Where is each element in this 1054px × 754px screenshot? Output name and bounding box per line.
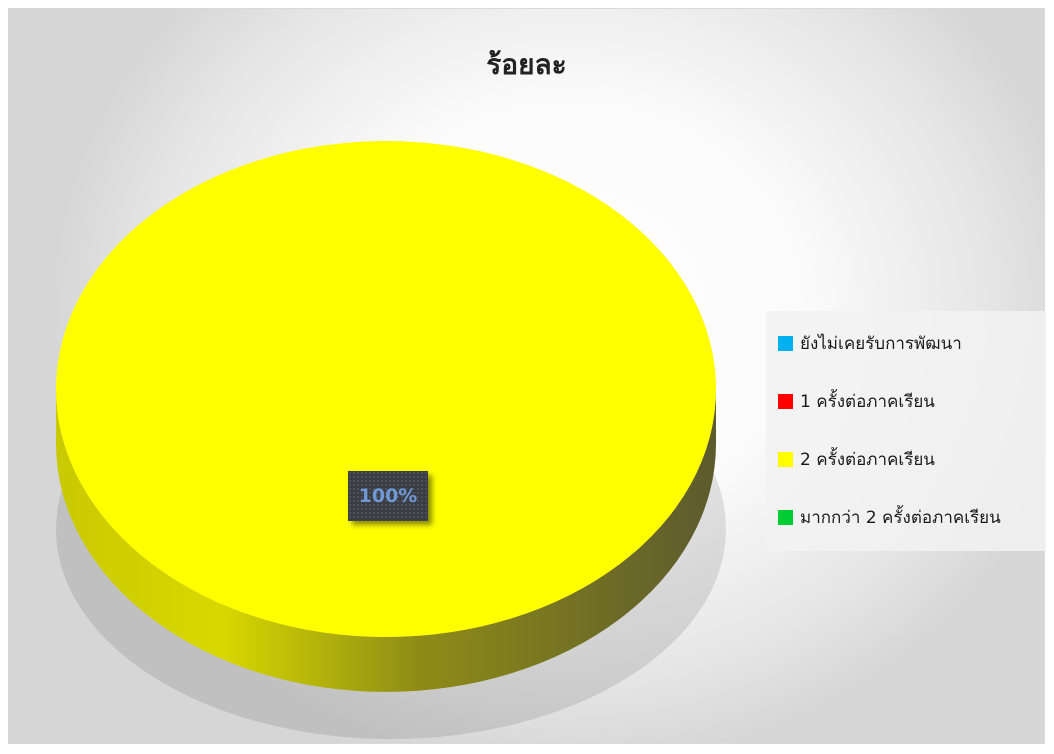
chart-title: ร้อยละ	[486, 48, 567, 81]
legend-label: 2 ครั้งต่อภาคเรียน	[800, 449, 935, 470]
legend-item-once-per-semester: 1 ครั้งต่อภาคเรียน	[778, 389, 935, 413]
legend-swatch	[778, 509, 793, 525]
legend-label: มากกว่า 2 ครั้งต่อภาคเรียน	[800, 507, 1001, 528]
pie-slice-3	[56, 141, 716, 637]
chart-area: ร้อยละ 100% ยังไม่เคยรับการพัฒนา 1 ครั้ง…	[8, 8, 1046, 744]
data-label-100: 100%	[348, 471, 428, 521]
legend-label: 1 ครั้งต่อภาคเรียน	[800, 391, 935, 412]
legend-item-more-than-twice: มากกว่า 2 ครั้งต่อภาคเรียน	[778, 505, 1001, 529]
pie-chart	[56, 141, 726, 739]
legend-swatch	[778, 393, 793, 409]
legend-label: ยังไม่เคยรับการพัฒนา	[800, 333, 962, 354]
legend-item-twice-per-semester: 2 ครั้งต่อภาคเรียน	[778, 447, 935, 471]
legend-swatch	[778, 451, 793, 467]
legend-item-not-yet-developed: ยังไม่เคยรับการพัฒนา	[778, 331, 962, 355]
pie-slice-3-side	[56, 389, 716, 692]
legend: ยังไม่เคยรับการพัฒนา 1 ครั้งต่อภาคเรียน …	[766, 311, 1046, 551]
legend-swatch	[778, 335, 793, 351]
